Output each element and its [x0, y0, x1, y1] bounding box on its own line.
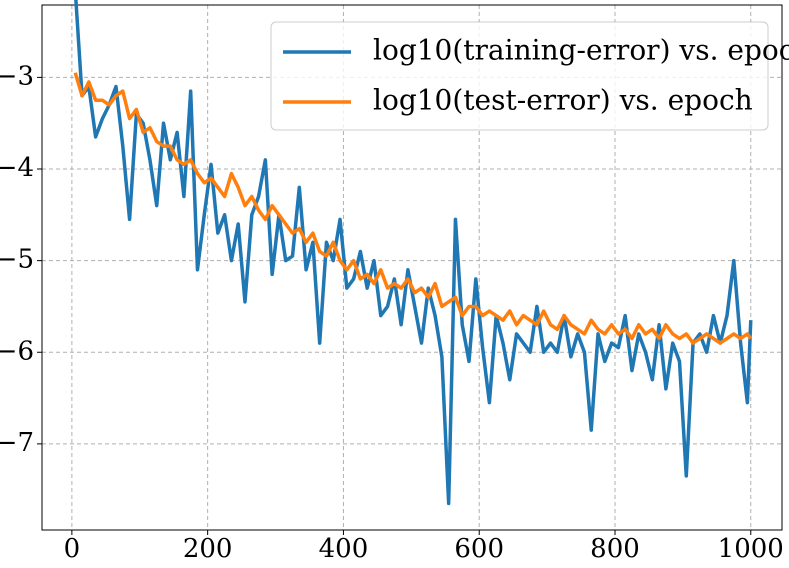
x-tick-label: 0: [64, 534, 81, 564]
y-tick-label: −5: [0, 245, 34, 275]
x-tick-label: 600: [454, 534, 504, 564]
y-tick-label: −6: [0, 336, 34, 366]
x-tick-label: 200: [183, 534, 233, 564]
legend-box: [270, 21, 769, 131]
y-tick-label: −7: [0, 428, 34, 458]
y-tick-label: −4: [0, 153, 34, 183]
legend: log10(training-error) vs. epoch log10(tes…: [270, 21, 789, 131]
plot-frame: [41, 4, 783, 531]
line-series: [74, 0, 753, 506]
x-tick-label: 1000: [718, 534, 784, 564]
legend-label: log10(test-error) vs. epoch: [373, 84, 753, 117]
x-tick-label: 800: [590, 534, 640, 564]
x-tick-label: 400: [319, 534, 369, 564]
legend-label: log10(training-error) vs. epoch: [373, 34, 789, 67]
line-series: [73, 72, 753, 345]
y-tick-label: −3: [0, 61, 34, 91]
